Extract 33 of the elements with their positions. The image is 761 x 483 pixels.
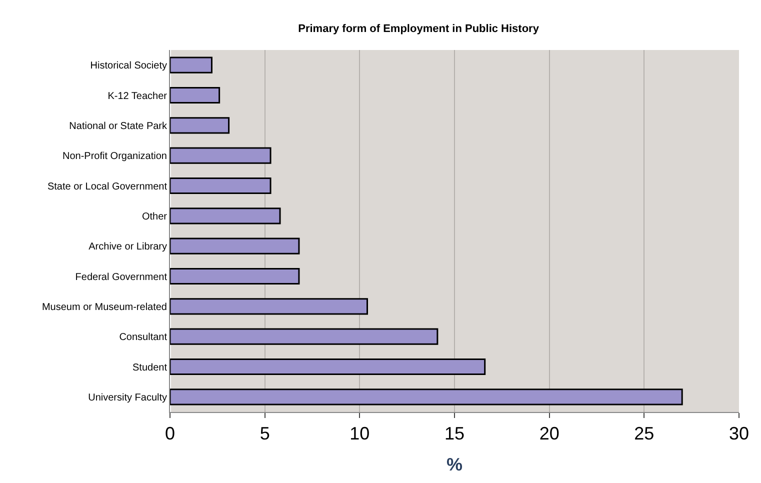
x-tick-label: 20 (539, 424, 560, 444)
y-tick-label: Other (142, 211, 168, 222)
bar (170, 388, 683, 406)
x-tick-label: 10 (350, 424, 370, 444)
x-tick-label: 25 (634, 424, 654, 444)
y-tick-label: State or Local Government (47, 181, 168, 192)
bar (170, 147, 272, 164)
bar (170, 177, 272, 194)
bar (170, 358, 486, 376)
y-tick-label: Museum or Museum-related (42, 302, 167, 313)
x-axis-title: % (446, 454, 463, 475)
x-tick-label: 30 (728, 424, 750, 444)
y-tick-label: K-12 Teacher (108, 90, 168, 102)
bar (170, 298, 368, 315)
x-tick-label: 5 (260, 424, 270, 444)
y-tick-label: Archive or Library (88, 242, 167, 253)
bar (170, 56, 212, 74)
bar (170, 117, 230, 134)
y-tick-label: University Faculty (88, 392, 167, 404)
y-tick-label: Non-Profit Organization (62, 151, 167, 162)
bar (170, 208, 281, 224)
y-tick-label: Federal Government (75, 272, 168, 283)
y-tick-label: Consultant (119, 332, 168, 344)
bar (170, 238, 300, 254)
x-tick-label: 0 (164, 424, 176, 444)
y-tick-label: Student (132, 362, 168, 374)
bar (170, 268, 300, 285)
x-tick-label: 15 (444, 424, 465, 444)
y-tick-label: National or State Park (69, 120, 168, 132)
chart-title: Primary form of Employment in Public History (298, 22, 540, 35)
y-tick-label: Historical Society (90, 60, 167, 72)
bar (170, 86, 220, 104)
bar (170, 328, 438, 345)
